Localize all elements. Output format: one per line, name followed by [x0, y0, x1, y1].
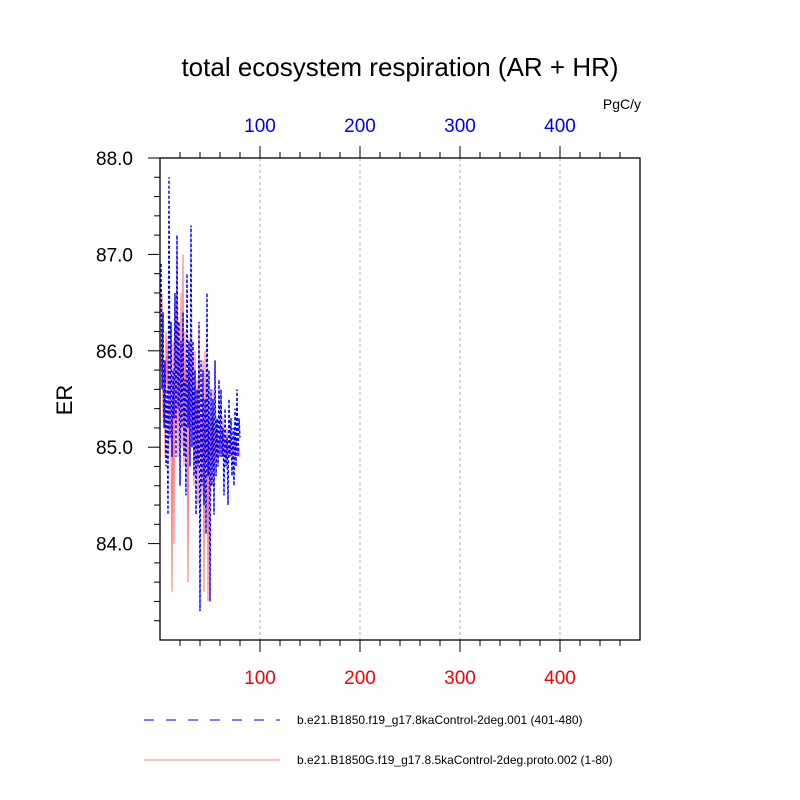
- series-line-2: [160, 254, 241, 602]
- y-tick-label: 87.0: [96, 245, 133, 266]
- grid: [259, 158, 561, 640]
- y-tick-label: 86.0: [96, 342, 133, 363]
- tick-labels: 100 100 200 200 300 300 400 400 88.0 87.0 86.0 85.0…: [96, 116, 576, 689]
- legend: b.e21.B1850.f19_g17.8kaControl-2deg.001 …: [144, 713, 613, 767]
- y-tick-label: 84.0: [96, 535, 133, 556]
- major-ticks: [148, 146, 561, 652]
- x-tick-label-top: 200: [344, 116, 376, 137]
- units-label: PgC/y: [603, 96, 641, 112]
- chart-title: total ecosystem respiration (AR + HR): [181, 52, 618, 82]
- x-tick-label-top: 300: [444, 116, 476, 137]
- x-tick-label-top: 400: [544, 116, 576, 137]
- x-tick-label-bottom: 200: [344, 668, 376, 689]
- y-tick-label: 88.0: [96, 149, 133, 170]
- y-axis-label: ER: [52, 385, 77, 416]
- legend-label-1: b.e21.B1850.f19_g17.8kaControl-2deg.001 …: [297, 713, 583, 727]
- legend-label-2: b.e21.B1850G.f19_g17.8.5kaControl-2deg.p…: [297, 753, 613, 767]
- series-line-1: [160, 177, 241, 612]
- x-tick-label-bottom: 300: [444, 668, 476, 689]
- x-tick-label-bottom: 100: [244, 668, 276, 689]
- minor-ticks: [154, 152, 621, 646]
- plot-frame: [159, 157, 641, 641]
- x-tick-label-top: 100: [244, 116, 276, 137]
- x-tick-label-bottom: 400: [544, 668, 576, 689]
- series-layer: [160, 177, 241, 612]
- y-tick-label: 85.0: [96, 438, 133, 459]
